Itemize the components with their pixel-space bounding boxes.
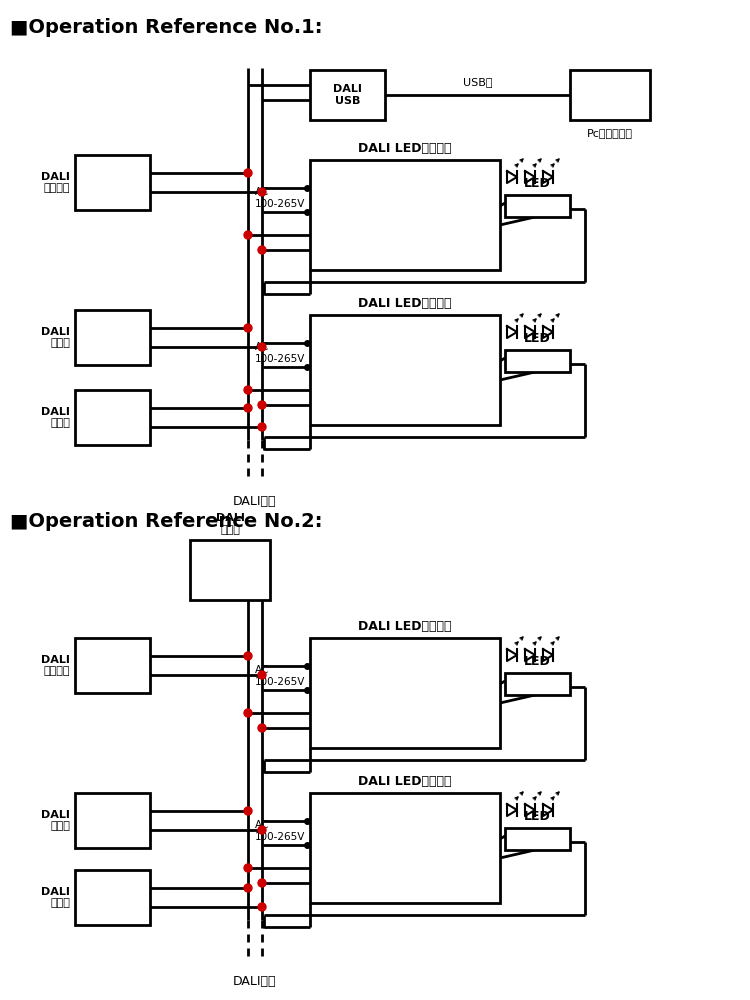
Text: AC
100-265V: AC 100-265V — [255, 665, 305, 687]
Bar — [505, 195, 570, 217]
Circle shape — [244, 324, 252, 332]
Circle shape — [244, 169, 252, 177]
Text: DALI
控制器: DALI 控制器 — [215, 513, 244, 535]
Circle shape — [258, 401, 266, 409]
Circle shape — [258, 826, 266, 834]
Circle shape — [258, 188, 266, 196]
Bar — [570, 70, 650, 120]
Text: AC
100-265V: AC 100-265V — [255, 820, 305, 842]
Bar — [310, 638, 500, 748]
Circle shape — [244, 386, 252, 394]
Text: LED: LED — [524, 177, 550, 190]
Circle shape — [244, 404, 252, 412]
Bar — [190, 540, 270, 600]
Bar — [75, 793, 150, 848]
Text: DALI
调光器: DALI 调光器 — [41, 327, 70, 348]
Circle shape — [258, 423, 266, 431]
Text: DALI
调光器: DALI 调光器 — [41, 887, 70, 908]
Text: DALI
USB: DALI USB — [333, 84, 362, 106]
Text: DALI LED调光电源: DALI LED调光电源 — [358, 775, 452, 788]
Circle shape — [258, 903, 266, 911]
Circle shape — [244, 884, 252, 892]
Text: DALI LED调光电源: DALI LED调光电源 — [358, 620, 452, 633]
Text: DALI LED调光电源: DALI LED调光电源 — [358, 297, 452, 310]
Circle shape — [244, 864, 252, 872]
Circle shape — [244, 709, 252, 717]
Bar — [505, 673, 570, 695]
Bar — [310, 793, 500, 903]
Text: ■Operation Reference No.2:: ■Operation Reference No.2: — [10, 512, 322, 531]
Text: DALI
总线电源: DALI 总线电源 — [41, 655, 70, 676]
Text: Pc机（电脑）: Pc机（电脑） — [587, 128, 633, 138]
Circle shape — [244, 231, 252, 239]
Text: DALI
总线电源: DALI 总线电源 — [41, 172, 70, 193]
Circle shape — [244, 652, 252, 660]
Circle shape — [258, 724, 266, 732]
Bar — [310, 70, 385, 120]
Text: USB线: USB线 — [463, 77, 492, 87]
Circle shape — [258, 879, 266, 887]
Text: AC
100-265V: AC 100-265V — [255, 342, 305, 364]
Circle shape — [258, 671, 266, 679]
Text: DALI总线: DALI总线 — [233, 975, 277, 988]
Circle shape — [244, 807, 252, 815]
Bar — [75, 870, 150, 925]
Text: DALI
调光器: DALI 调光器 — [41, 810, 70, 831]
Text: DALI
调光器: DALI 调光器 — [41, 407, 70, 428]
Circle shape — [258, 343, 266, 351]
Text: DALI总线: DALI总线 — [233, 495, 277, 508]
Circle shape — [258, 246, 266, 254]
Bar — [75, 310, 150, 365]
Bar — [505, 828, 570, 850]
Text: LED: LED — [524, 655, 550, 668]
Text: LED: LED — [524, 810, 550, 823]
Bar — [75, 155, 150, 210]
Bar — [310, 160, 500, 270]
Bar — [75, 390, 150, 445]
Bar — [505, 350, 570, 372]
Text: AC
100-265V: AC 100-265V — [255, 187, 305, 209]
Bar — [75, 638, 150, 693]
Text: LED: LED — [524, 332, 550, 345]
Text: ■Operation Reference No.1:: ■Operation Reference No.1: — [10, 18, 322, 37]
Text: DALI LED调光电源: DALI LED调光电源 — [358, 142, 452, 155]
Bar — [310, 315, 500, 425]
